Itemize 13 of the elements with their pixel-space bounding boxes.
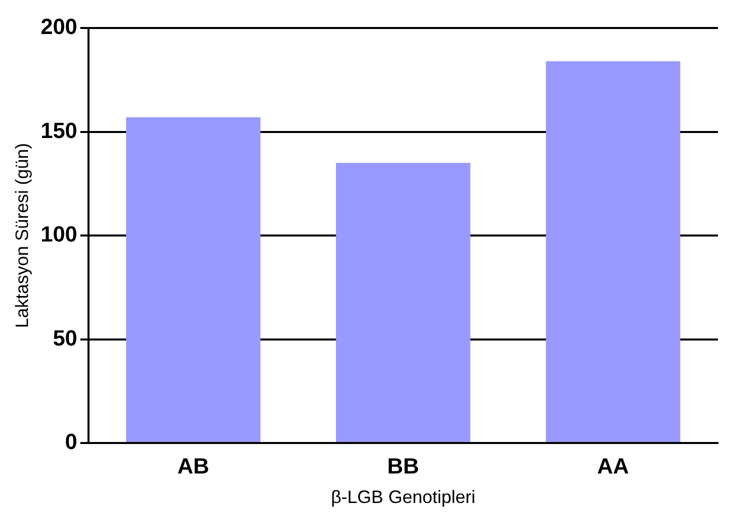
x-axis-title: β-LGB Genotipleri	[330, 487, 476, 508]
x-tick-label: AA	[597, 453, 630, 478]
bar	[546, 61, 680, 442]
bar	[336, 162, 470, 442]
y-tick-label: 50	[52, 325, 78, 350]
y-tick-label: 100	[40, 222, 78, 247]
y-tick-label: 150	[40, 118, 78, 143]
y-tick-label: 0	[65, 429, 78, 454]
x-tick-label: AB	[177, 453, 210, 478]
y-axis-title: Laktasyon Süresi (gün)	[12, 142, 32, 328]
y-tick-label: 200	[40, 14, 78, 40]
x-tick-label: BB	[387, 453, 420, 478]
bar	[126, 117, 260, 442]
